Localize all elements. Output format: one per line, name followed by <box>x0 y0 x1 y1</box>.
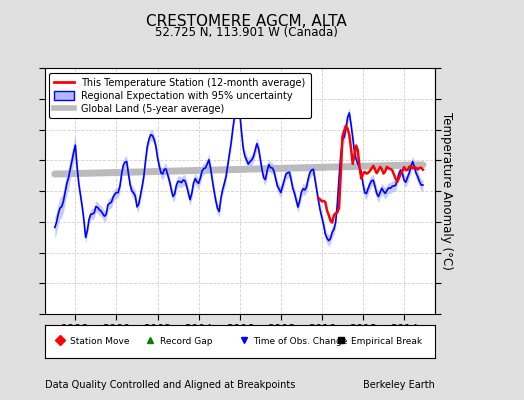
Text: Data Quality Controlled and Aligned at Breakpoints: Data Quality Controlled and Aligned at B… <box>45 380 295 390</box>
Text: Time of Obs. Change: Time of Obs. Change <box>254 337 348 346</box>
Text: Empirical Break: Empirical Break <box>351 337 422 346</box>
Y-axis label: Temperature Anomaly (°C): Temperature Anomaly (°C) <box>440 112 453 270</box>
Text: Berkeley Earth: Berkeley Earth <box>363 380 435 390</box>
Text: Record Gap: Record Gap <box>160 337 212 346</box>
Text: CRESTOMERE AGCM, ALTA: CRESTOMERE AGCM, ALTA <box>146 14 347 29</box>
Text: Station Move: Station Move <box>70 337 129 346</box>
Text: 52.725 N, 113.901 W (Canada): 52.725 N, 113.901 W (Canada) <box>155 26 337 39</box>
Legend: This Temperature Station (12-month average), Regional Expectation with 95% uncer: This Temperature Station (12-month avera… <box>49 73 311 118</box>
